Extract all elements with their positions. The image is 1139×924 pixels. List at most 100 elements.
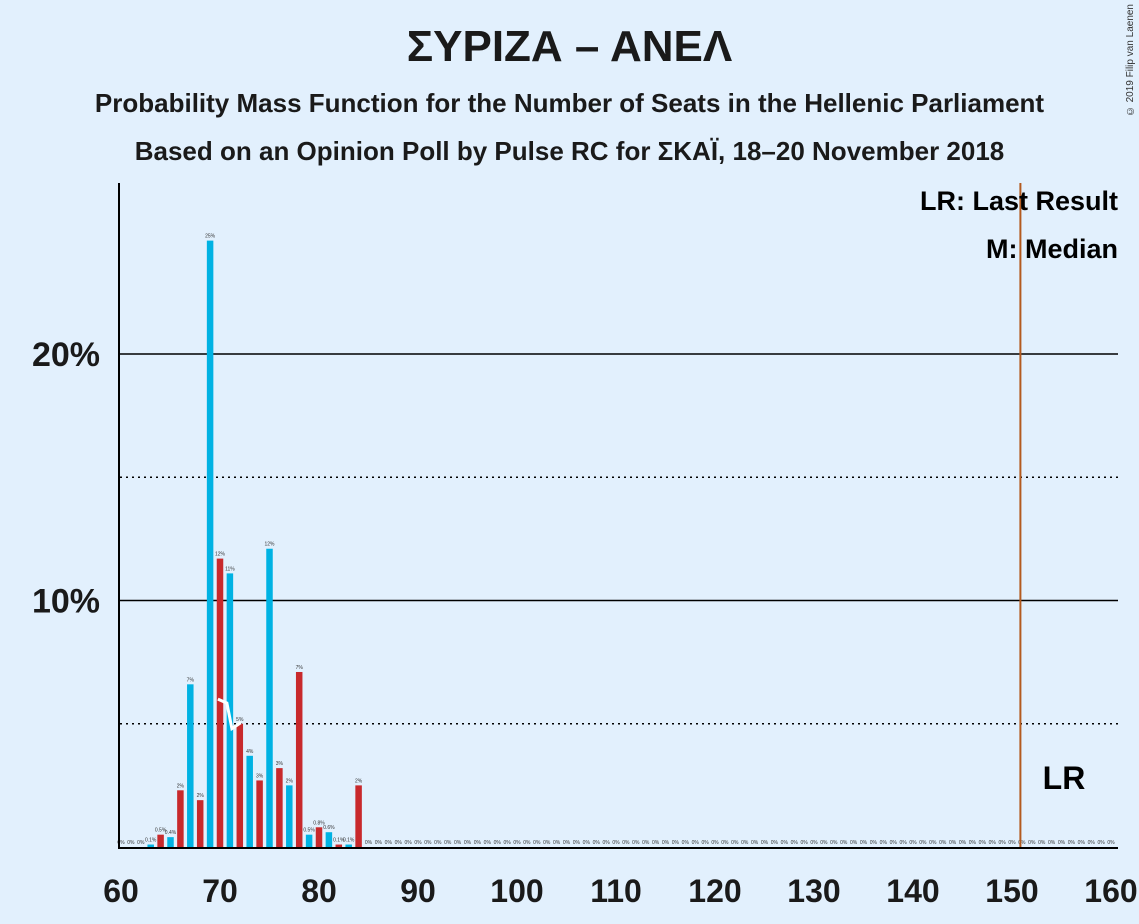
median-marker — [217, 697, 242, 732]
bar-80 — [315, 827, 323, 847]
bar-label-87: 0% — [385, 840, 393, 846]
bar-label-120: 0% — [711, 840, 719, 846]
bar-label-143: 0% — [939, 840, 947, 846]
bar-label-158: 0% — [1088, 840, 1096, 846]
bar-74 — [256, 780, 263, 847]
bar-label-60: 0% — [117, 840, 125, 846]
bar-label-113: 0% — [642, 840, 650, 846]
bar-label-88: 0% — [395, 840, 403, 846]
bar-label-70: 12% — [215, 552, 226, 558]
bar-label-104: 0% — [553, 840, 561, 846]
bar-label-135: 0% — [860, 840, 868, 846]
bar-label-144: 0% — [949, 840, 957, 846]
bar-label-98: 0% — [494, 840, 502, 846]
bar-label-107: 0% — [583, 840, 591, 846]
y-tick-label-20: 20% — [32, 336, 100, 374]
bar-82 — [335, 844, 343, 847]
bar-label-138: 0% — [890, 840, 898, 846]
bar-label-69: 25% — [205, 234, 216, 240]
x-tick-label-100: 100 — [490, 873, 543, 909]
bar-label-151: 0% — [1018, 840, 1026, 846]
bar-label-139: 0% — [899, 840, 907, 846]
bar-68 — [196, 800, 204, 847]
bar-label-100: 0% — [513, 840, 521, 846]
bar-label-146: 0% — [969, 840, 977, 846]
bar-label-108: 0% — [593, 840, 601, 846]
bar-label-136: 0% — [870, 840, 878, 846]
bar-label-157: 0% — [1078, 840, 1086, 846]
x-tick-label-150: 150 — [985, 873, 1038, 909]
bar-label-114: 0% — [652, 840, 660, 846]
bar-label-73: 4% — [246, 749, 254, 755]
bar-70 — [216, 558, 224, 847]
x-tick-label-120: 120 — [688, 873, 741, 909]
bar-65 — [167, 837, 174, 847]
bar-79 — [305, 834, 313, 847]
bar-labels: 0% 0% 0% 0.1%0.5%0.4%2%7%2%25%12%11%5%4%3%1… — [117, 234, 1115, 846]
overlay — [217, 183, 1022, 847]
bar-label-122: 0% — [731, 840, 739, 846]
bar-69 — [206, 240, 214, 848]
bar-77 — [286, 785, 293, 847]
bar-label-71: 11% — [225, 566, 235, 572]
bar-64 — [157, 834, 164, 847]
bar-label-95: 0% — [464, 840, 472, 846]
bar-label-142: 0% — [929, 840, 937, 846]
bar-84 — [355, 785, 362, 847]
bar-81 — [325, 832, 333, 847]
bar-label-93: 0% — [444, 840, 452, 846]
x-tick-label-90: 90 — [400, 873, 436, 909]
bar-label-124: 0% — [751, 840, 759, 846]
bar-label-132: 0% — [830, 840, 838, 846]
bar-label-68: 2% — [197, 793, 205, 799]
chart-title: ΣΥΡΙΖΑ – ΑΝΕΛ — [406, 22, 733, 71]
bar-label-117: 0% — [682, 840, 690, 846]
bar-label-110: 0% — [612, 840, 620, 846]
bar-78 — [295, 671, 303, 847]
bar-label-116: 0% — [672, 840, 680, 846]
bar-label-97: 0% — [484, 840, 492, 846]
last-result-marker-label: LR — [1043, 760, 1086, 796]
bar-label-123: 0% — [741, 840, 749, 846]
bar-label-156: 0% — [1068, 840, 1076, 846]
bar-label-112: 0% — [632, 840, 640, 846]
bar-label-102: 0% — [533, 840, 541, 846]
bar-label-78: 7% — [296, 665, 304, 671]
x-tick-label-160: 160 — [1084, 873, 1137, 909]
bar-label-63: 0.1% — [145, 838, 157, 844]
bar-label-130: 0% — [810, 840, 818, 846]
x-tick-label-140: 140 — [886, 873, 939, 909]
bar-label-89: 0% — [404, 840, 412, 846]
bar-label-145: 0% — [959, 840, 967, 846]
bar-label-131: 0% — [820, 840, 828, 846]
bar-label-126: 0% — [771, 840, 779, 846]
bar-label-141: 0% — [919, 840, 927, 846]
x-tick-label-130: 130 — [787, 873, 840, 909]
bar-label-133: 0% — [840, 840, 848, 846]
tick-labels: 60 70 80 90 100 110 120 130 140 150 160 10% 20% — [32, 336, 1138, 909]
bar-label-137: 0% — [880, 840, 888, 846]
bar-label-101: 0% — [523, 840, 531, 846]
y-tick-label-10: 10% — [32, 583, 100, 621]
chart-subtitle-1: Probability Mass Function for the Number… — [94, 88, 1045, 118]
bar-label-96: 0% — [474, 840, 482, 846]
bar-label-82: 0.1% — [333, 838, 345, 844]
bar-label-91: 0% — [424, 840, 432, 846]
bar-label-106: 0% — [573, 840, 581, 846]
bar-label-160: 0% — [1107, 840, 1115, 846]
bars — [147, 240, 362, 848]
bar-73 — [246, 755, 253, 847]
bar-label-154: 0% — [1048, 840, 1056, 846]
bar-label-83: 0.1% — [343, 838, 355, 844]
bar-label-84: 2% — [355, 778, 363, 784]
bar-76 — [276, 768, 283, 847]
bar-label-75: 12% — [264, 542, 275, 548]
bar-label-148: 0% — [989, 840, 997, 846]
bar-label-74: 3% — [256, 773, 264, 779]
bar-label-66: 2% — [177, 783, 185, 789]
bar-label-118: 0% — [692, 840, 700, 846]
x-tick-label-80: 80 — [301, 873, 337, 909]
bar-label-159: 0% — [1097, 840, 1105, 846]
bar-label-140: 0% — [909, 840, 917, 846]
